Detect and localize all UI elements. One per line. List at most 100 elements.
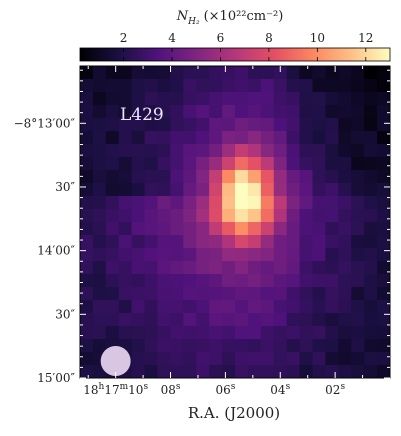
heatmap-cell	[222, 118, 236, 132]
heatmap-cell	[364, 222, 378, 236]
heatmap-cell	[170, 183, 184, 197]
heatmap-cell	[235, 222, 249, 236]
heatmap-cell	[235, 326, 249, 340]
heatmap-cell	[325, 274, 339, 288]
heatmap-cell	[312, 287, 327, 301]
heatmap-cell	[312, 209, 327, 223]
heatmap-cell	[222, 183, 236, 197]
heatmap-cell	[105, 235, 120, 249]
heatmap-cell	[157, 222, 172, 236]
heatmap-cell	[157, 365, 172, 378]
heatmap-cell	[273, 79, 288, 93]
heatmap-cell	[118, 157, 133, 171]
heatmap-cell	[92, 170, 107, 184]
heatmap-cell	[325, 66, 339, 80]
heatmap-cell	[364, 339, 378, 353]
x-tick-label: 02s	[325, 382, 345, 397]
heatmap-cell	[196, 157, 210, 171]
heatmap-cell	[183, 66, 197, 80]
heatmap-cell	[260, 352, 275, 366]
heatmap-cell	[131, 157, 146, 171]
heatmap-cell	[299, 339, 314, 353]
heatmap-cell	[235, 66, 249, 80]
heatmap-cell	[183, 365, 197, 378]
colorbar-title-subscript: H₂	[187, 17, 200, 27]
heatmap-cell	[222, 105, 236, 119]
heatmap-cell	[118, 144, 133, 158]
heatmap-cell	[364, 118, 378, 132]
heatmap-cell	[196, 131, 210, 145]
heatmap-cell	[80, 261, 94, 275]
heatmap-cell	[222, 274, 236, 288]
heatmap-cell	[235, 313, 249, 327]
heatmap-cell	[196, 365, 210, 378]
heatmap-cell	[196, 352, 210, 366]
heatmap-cell	[196, 105, 210, 119]
heatmap-cell	[222, 222, 236, 236]
heatmap-cell	[183, 196, 197, 210]
heatmap-cell	[105, 92, 120, 106]
heatmap-cell	[299, 209, 314, 223]
heatmap-cell	[351, 248, 365, 262]
heatmap-cell	[144, 300, 159, 314]
heatmap-cell	[235, 248, 249, 262]
heatmap-cell	[351, 261, 365, 275]
heatmap-cell	[222, 66, 236, 80]
heatmap-cell	[183, 157, 197, 171]
colorbar-ticks: 2 4 6 8 10 12	[120, 31, 373, 61]
heatmap-cell	[92, 261, 107, 275]
heatmap-cell	[170, 170, 184, 184]
heatmap-cell	[364, 131, 378, 145]
heatmap-cell	[80, 92, 94, 106]
heatmap-cell	[170, 209, 184, 223]
heatmap-cell	[377, 300, 390, 314]
heatmap-cell	[131, 66, 146, 80]
heatmap-cell	[196, 300, 210, 314]
heatmap-cell	[260, 313, 275, 327]
heatmap-cell	[247, 131, 262, 145]
heatmap-cell	[196, 235, 210, 249]
heatmap-cell	[131, 79, 146, 93]
heatmap-cell	[118, 209, 133, 223]
heatmap-cell	[338, 248, 352, 262]
heatmap-cell	[338, 157, 352, 171]
heatmap-cell	[118, 222, 133, 236]
heatmap-cell	[286, 248, 301, 262]
heatmap-cell	[338, 144, 352, 158]
heatmap-cell	[338, 66, 352, 80]
heatmap-cell	[325, 222, 339, 236]
heatmap-cell	[222, 209, 236, 223]
heatmap-cell	[157, 105, 172, 119]
heatmap-cell	[299, 92, 314, 106]
heatmap-cell	[260, 209, 275, 223]
heatmap-cell	[312, 352, 327, 366]
heatmap-cell	[299, 118, 314, 132]
heatmap-cell	[222, 326, 236, 340]
heatmap-cell	[351, 209, 365, 223]
heatmap-cell	[312, 274, 327, 288]
heatmap-cell	[80, 326, 94, 340]
heatmap-cell	[209, 170, 223, 184]
heatmap-cell	[312, 92, 327, 106]
heatmap-cell	[325, 170, 339, 184]
heatmap-cell	[222, 339, 236, 353]
heatmap-cell	[131, 365, 146, 378]
heatmap-cell	[157, 183, 172, 197]
heatmap-cell	[170, 222, 184, 236]
heatmap-cell	[209, 66, 223, 80]
heatmap-cell	[286, 274, 301, 288]
heatmap-cell	[299, 131, 314, 145]
heatmap-cell	[196, 196, 210, 210]
heatmap-cell	[325, 300, 339, 314]
heatmap-cell	[260, 79, 275, 93]
heatmap-cell	[338, 105, 352, 119]
y-tick-label: 30″	[55, 307, 75, 321]
heatmap-cell	[222, 157, 236, 171]
heatmap-cell	[235, 196, 249, 210]
heatmap-cell	[235, 365, 249, 378]
heatmap-cell	[325, 326, 339, 340]
heatmap-cell	[312, 261, 327, 275]
heatmap-cell	[144, 339, 159, 353]
heatmap-cell	[260, 326, 275, 340]
heatmap-cell	[351, 339, 365, 353]
